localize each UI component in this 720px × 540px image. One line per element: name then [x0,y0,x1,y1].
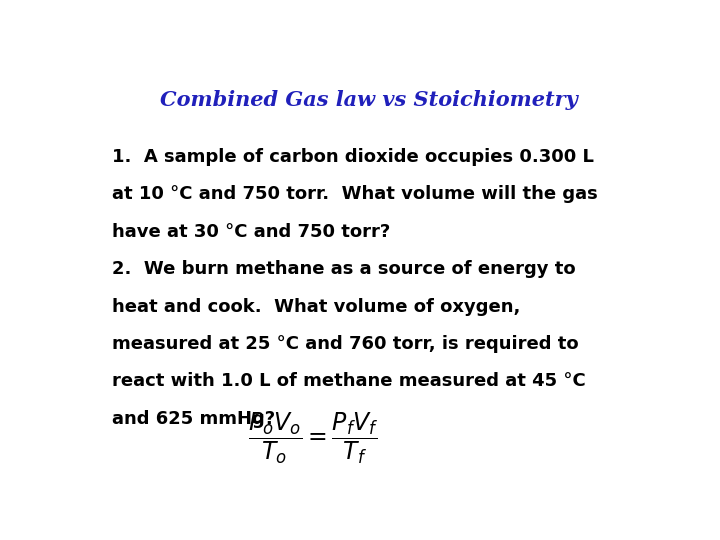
Text: $\dfrac{P_oV_o}{T_o} = \dfrac{P_fV_f}{T_f}$: $\dfrac{P_oV_o}{T_o} = \dfrac{P_fV_f}{T_… [248,410,379,465]
Text: at 10 °C and 750 torr.  What volume will the gas: at 10 °C and 750 torr. What volume will … [112,185,598,204]
Text: react with 1.0 L of methane measured at 45 °C: react with 1.0 L of methane measured at … [112,373,586,390]
Text: measured at 25 °C and 760 torr, is required to: measured at 25 °C and 760 torr, is requi… [112,335,579,353]
Text: and 625 mmHg?: and 625 mmHg? [112,410,276,428]
Text: 1.  A sample of carbon dioxide occupies 0.300 L: 1. A sample of carbon dioxide occupies 0… [112,148,594,166]
Text: have at 30 °C and 750 torr?: have at 30 °C and 750 torr? [112,223,390,241]
Text: Combined Gas law vs Stoichiometry: Combined Gas law vs Stoichiometry [160,90,578,110]
Text: heat and cook.  What volume of oxygen,: heat and cook. What volume of oxygen, [112,298,521,316]
Text: 2.  We burn methane as a source of energy to: 2. We burn methane as a source of energy… [112,260,576,278]
